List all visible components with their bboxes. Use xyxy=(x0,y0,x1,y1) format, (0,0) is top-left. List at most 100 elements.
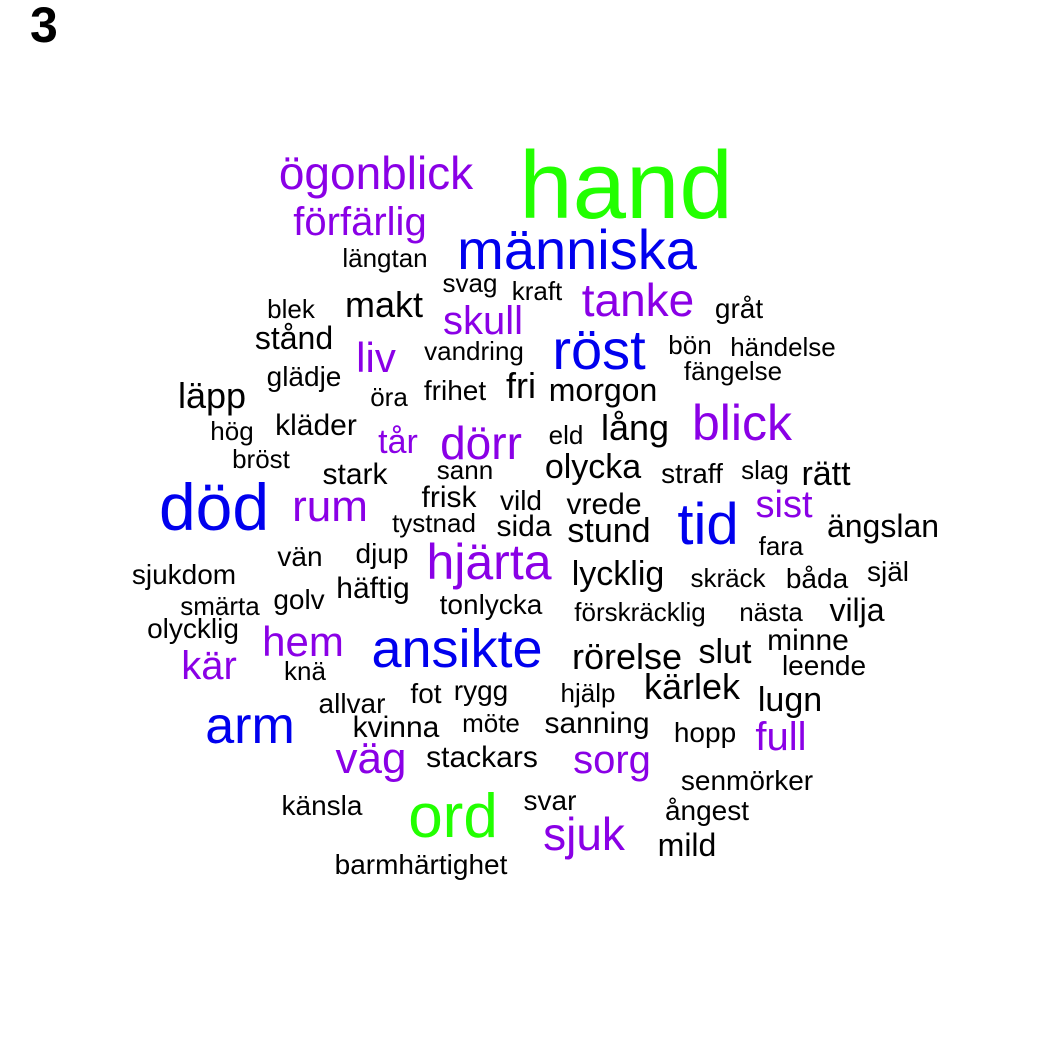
word: fot xyxy=(410,678,442,709)
word: frihet xyxy=(423,375,487,406)
word: barmhärtighet xyxy=(334,849,508,880)
word: bön xyxy=(668,330,712,360)
word: själ xyxy=(866,556,910,587)
word: kär xyxy=(181,644,237,688)
word: rörelse xyxy=(571,636,683,677)
word: blick xyxy=(691,395,793,451)
word: kärlek xyxy=(643,666,741,707)
word: kraft xyxy=(511,276,563,306)
word: hem xyxy=(262,618,344,665)
word: sjuk xyxy=(543,808,625,860)
word: skull xyxy=(442,299,524,343)
word: öra xyxy=(370,382,408,412)
word: gråt xyxy=(714,293,764,324)
word: rygg xyxy=(453,675,509,706)
word: ögonblick xyxy=(278,147,474,199)
word: stund xyxy=(567,512,651,550)
word: svar xyxy=(523,785,577,816)
word: frisk xyxy=(421,481,477,514)
word: sann xyxy=(436,455,494,485)
word: straff xyxy=(661,458,723,489)
word: ångest xyxy=(664,795,750,826)
word: tid xyxy=(677,492,739,557)
panel-label: 3 xyxy=(30,0,58,53)
word: stackars xyxy=(426,741,538,774)
word: röst xyxy=(552,318,646,381)
word: förskräcklig xyxy=(574,597,706,627)
word: hopp xyxy=(673,717,737,748)
word: människa xyxy=(457,218,697,281)
word: eld xyxy=(548,420,584,450)
word: bröst xyxy=(232,444,290,474)
word: sanning xyxy=(544,707,650,740)
word: full xyxy=(755,715,807,759)
word: händelse xyxy=(730,332,836,362)
word: lycklig xyxy=(571,555,665,593)
word: sida xyxy=(496,510,552,543)
word: smärta xyxy=(180,591,260,621)
word: rätt xyxy=(801,455,851,493)
word: möte xyxy=(462,708,520,738)
word: väg xyxy=(335,734,407,783)
word: slag xyxy=(741,455,789,485)
word: båda xyxy=(785,563,849,594)
word: tanke xyxy=(581,274,695,326)
word: stånd xyxy=(254,320,334,356)
word: fängelse xyxy=(683,356,783,386)
word: dörr xyxy=(440,417,522,469)
word: fri xyxy=(506,365,536,406)
word: allvar xyxy=(318,688,386,719)
word: vandring xyxy=(424,336,524,366)
word: rum xyxy=(292,482,368,531)
word: leende xyxy=(781,650,867,681)
word: liv xyxy=(356,334,396,381)
word: slut xyxy=(698,633,752,671)
word: mild xyxy=(657,827,717,863)
word: hög xyxy=(210,416,254,446)
word: hand xyxy=(519,132,733,239)
word: makt xyxy=(344,284,424,325)
word: morgon xyxy=(548,372,658,408)
word: kläder xyxy=(275,409,357,442)
word: senmörker xyxy=(680,765,814,796)
word: vild xyxy=(499,485,543,516)
word: sjukdom xyxy=(131,559,237,590)
word: förfärlig xyxy=(293,200,427,244)
word: djup xyxy=(355,538,409,569)
word: tystnad xyxy=(392,508,476,538)
word: stark xyxy=(322,458,388,491)
word: fara xyxy=(758,531,804,561)
word: golv xyxy=(273,584,325,615)
word: läpp xyxy=(177,375,247,416)
word: glädje xyxy=(266,361,342,392)
word: olycka xyxy=(544,448,642,486)
word: blek xyxy=(267,294,315,324)
word: sorg xyxy=(573,738,651,782)
word: lugn xyxy=(757,681,823,719)
word: arm xyxy=(205,697,295,755)
word: vilja xyxy=(829,592,885,628)
word: tonlycka xyxy=(439,589,543,620)
word: hjärta xyxy=(426,534,552,590)
word: känsla xyxy=(281,790,363,821)
word: nästa xyxy=(739,597,803,627)
word: svag xyxy=(442,268,498,298)
word: ängslan xyxy=(826,508,940,544)
word: skräck xyxy=(690,563,766,593)
word: minne xyxy=(767,624,849,657)
word: häftig xyxy=(336,572,410,605)
word: olycklig xyxy=(147,613,239,644)
word: vän xyxy=(277,541,323,572)
word: tår xyxy=(378,423,418,461)
word: längtan xyxy=(342,243,428,273)
word: död xyxy=(158,470,270,544)
word: knä xyxy=(284,656,326,686)
word: sist xyxy=(755,484,813,526)
word: kvinna xyxy=(352,711,440,744)
word: lång xyxy=(600,407,670,448)
word: ansikte xyxy=(371,619,543,679)
word: hjälp xyxy=(560,678,616,708)
word: ord xyxy=(408,782,498,851)
word: vrede xyxy=(566,488,642,521)
